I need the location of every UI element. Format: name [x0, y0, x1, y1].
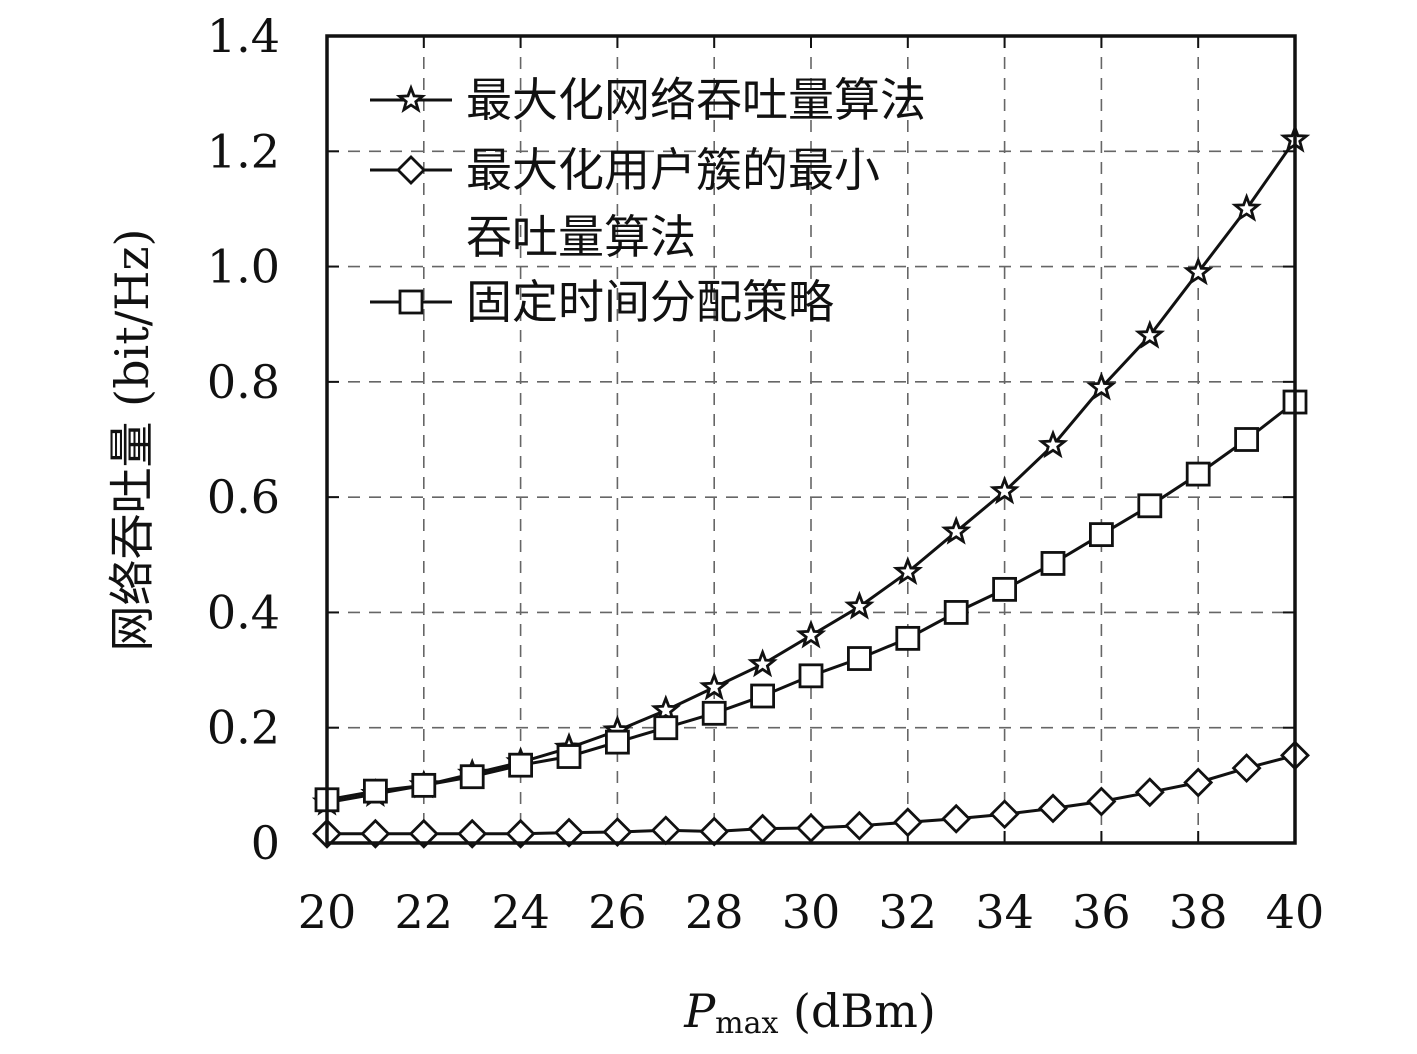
x-tick-label: 30: [782, 885, 841, 939]
data-point-square: [798, 663, 824, 689]
data-point-star: [1037, 429, 1069, 459]
y-tick-label: 0.4: [207, 585, 280, 639]
grid-lines: [326, 35, 1296, 844]
data-point-star: [892, 556, 924, 586]
data-point-star: [989, 475, 1020, 505]
data-point-diamond: [602, 817, 633, 848]
data-point-diamond: [408, 818, 439, 849]
data-point-star: [1182, 256, 1214, 286]
y-tick-label: 1.0: [207, 240, 280, 294]
data-point-square: [556, 744, 582, 769]
data-point-square: [605, 729, 630, 755]
data-point-diamond: [989, 799, 1020, 830]
y-axis-label: 网络吞吐量 (bit/Hz): [105, 228, 159, 651]
y-tick-label: 1.2: [207, 124, 280, 178]
data-point-diamond: [1086, 786, 1117, 817]
data-point-diamond: [1231, 753, 1262, 784]
data-point-square: [992, 576, 1017, 602]
data-point-diamond: [1183, 767, 1214, 798]
x-tick-label: 26: [588, 885, 647, 939]
data-point-star: [795, 619, 827, 649]
legend-marker-square: [398, 289, 424, 315]
data-point-diamond: [892, 807, 923, 838]
data-point-square: [362, 778, 388, 804]
x-tick-label: 22: [395, 885, 454, 939]
plot-frame: [325, 34, 1297, 845]
x-tick-label: 40: [1266, 885, 1325, 939]
data-point-star: [1086, 371, 1117, 401]
data-point-square: [943, 600, 969, 625]
data-point-square: [750, 683, 775, 709]
data-point-square: [459, 764, 485, 790]
data-point-star: [844, 590, 875, 620]
series-layer: [311, 123, 1311, 849]
data-point-diamond: [747, 813, 778, 844]
legend-marker-diamond: [396, 155, 426, 185]
data-point-diamond: [844, 810, 875, 841]
x-axis-label-unit: (dBm): [778, 984, 935, 1038]
data-point-square: [653, 715, 679, 741]
y-tick-labels: 0 0.2 0.4 0.6 0.8 1.0 1.2 1.4: [207, 9, 280, 870]
data-point-diamond: [554, 817, 584, 848]
data-point-diamond: [796, 813, 826, 843]
y-tick-label: 1.4: [207, 9, 280, 63]
data-point-square: [1234, 427, 1259, 452]
data-point-diamond: [941, 803, 972, 834]
x-axis-label: Pmax (dBm): [683, 984, 936, 1041]
x-tick-label: 20: [298, 885, 357, 939]
data-point-star: [698, 671, 730, 701]
legend-label: 吞吐量算法: [466, 210, 696, 264]
data-point-star: [1134, 319, 1166, 349]
x-tick-label: 32: [879, 885, 938, 939]
legend-label: 最大化网络吞吐量算法: [466, 73, 926, 127]
data-point-square: [1137, 493, 1163, 519]
data-point-diamond: [1134, 777, 1165, 808]
data-point-square: [701, 700, 727, 726]
data-point-star: [1231, 192, 1262, 222]
x-tick-labels: 20 22 24 26 28 30 32 34 36 38 40: [298, 885, 1325, 939]
y-tick-label: 0.2: [207, 701, 280, 755]
data-point-diamond: [699, 816, 730, 847]
data-point-diamond: [360, 818, 391, 849]
x-tick-label: 28: [685, 885, 744, 939]
y-tick-label: 0.6: [207, 470, 280, 524]
data-point-diamond: [650, 815, 681, 846]
data-point-square: [1089, 522, 1114, 548]
data-point-square: [508, 752, 534, 778]
x-tick-label: 38: [1169, 885, 1228, 939]
series-square: [314, 389, 1308, 813]
y-tick-label: 0.8: [207, 355, 280, 409]
data-point-star: [940, 515, 972, 545]
x-tick-label: 24: [491, 885, 550, 939]
data-point-square: [1040, 551, 1066, 576]
data-point-square: [895, 625, 921, 651]
data-point-square: [1185, 461, 1211, 487]
data-point-square: [411, 772, 437, 798]
legend-label: 固定时间分配策略: [466, 275, 834, 329]
x-axis-label-main: P: [683, 984, 716, 1038]
data-point-square: [847, 646, 872, 671]
data-point-diamond: [1038, 793, 1068, 824]
data-point-star: [747, 648, 778, 678]
y-tick-label: 0: [251, 816, 280, 870]
legend-marker-star: [395, 84, 427, 113]
x-tick-label: 34: [975, 885, 1034, 939]
x-tick-label: 36: [1072, 885, 1131, 939]
x-axis-label-sub: max: [715, 1006, 778, 1041]
legend-label: 最大化用户簇的最小: [466, 143, 880, 197]
data-point-diamond: [457, 818, 488, 849]
data-point-diamond: [505, 818, 536, 849]
